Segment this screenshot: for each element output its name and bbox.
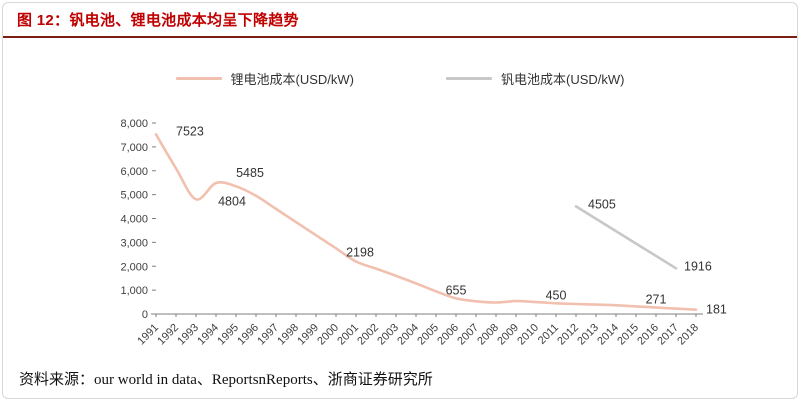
x-tick-label: 1992 xyxy=(155,322,181,348)
x-tick-label: 1999 xyxy=(295,322,321,348)
y-tick-label: 0 xyxy=(142,309,148,321)
x-tick-label: 1991 xyxy=(135,322,161,348)
data-label: 450 xyxy=(546,288,567,302)
x-tick-label: 2011 xyxy=(536,322,561,347)
x-tick-label: 2015 xyxy=(615,322,641,348)
x-tick-label: 2005 xyxy=(415,322,441,348)
legend-item-vanadium: 钒电池成本(USD/kW) xyxy=(446,69,625,88)
chart-legend: 锂电池成本(USD/kW) 钒电池成本(USD/kW) xyxy=(3,69,797,88)
figure-header: 图 12：钒电池、锂电池成本均呈下降趋势 xyxy=(3,3,797,38)
x-tick-label: 1995 xyxy=(215,322,241,348)
data-label: 181 xyxy=(706,303,727,317)
data-label: 5485 xyxy=(236,166,264,180)
y-tick-label: 3,000 xyxy=(120,237,148,249)
x-tick-label: 1993 xyxy=(175,322,201,348)
cost-trend-svg: 1991199219931994199519961997199819992000… xyxy=(120,118,727,348)
data-label: 7523 xyxy=(176,124,204,138)
x-tick-label: 2012 xyxy=(555,322,581,348)
data-label: 4804 xyxy=(218,194,246,208)
series-line-1 xyxy=(574,205,678,270)
vanadium-line-swatch xyxy=(446,77,492,80)
y-tick-label: 6,000 xyxy=(120,166,148,178)
x-tick-label: 1997 xyxy=(255,322,281,348)
x-tick-label: 1996 xyxy=(235,322,261,348)
lithium-line-swatch xyxy=(175,77,222,80)
x-tick-label: 2016 xyxy=(635,322,661,348)
data-label: 271 xyxy=(646,293,667,307)
y-tick-label: 8,000 xyxy=(120,118,148,130)
data-label: 1916 xyxy=(684,259,712,273)
x-tick-label: 2002 xyxy=(355,322,381,348)
figure-title: 图 12：钒电池、锂电池成本均呈下降趋势 xyxy=(17,12,299,29)
x-tick-label: 2001 xyxy=(335,322,361,348)
data-label: 655 xyxy=(446,283,467,297)
x-tick-label: 2018 xyxy=(675,322,701,348)
x-tick-label: 2013 xyxy=(575,322,601,348)
legend-item-lithium: 锂电池成本(USD/kW) xyxy=(175,69,355,88)
data-label: 2198 xyxy=(346,246,374,260)
cost-trend-chart: 1991 1992 1993 1994 1995 1996 1997 1998 1999 2000… xyxy=(3,96,797,376)
x-tick-label: 2004 xyxy=(395,322,421,348)
x-tick-label: 1998 xyxy=(275,322,301,348)
x-tick-label: 2014 xyxy=(595,322,621,348)
x-tick-label: 1994 xyxy=(195,322,221,348)
x-tick-label: 2003 xyxy=(375,322,401,348)
y-tick-label: 7,000 xyxy=(120,142,148,154)
x-tick-label: 2000 xyxy=(315,322,341,348)
legend-label-lithium: 锂电池成本(USD/kW) xyxy=(230,72,355,87)
legend-label-vanadium: 钒电池成本(USD/kW) xyxy=(501,72,625,87)
x-tick-label: 2007 xyxy=(455,322,481,348)
data-label: 4505 xyxy=(588,197,616,211)
y-tick-label: 5,000 xyxy=(120,190,148,202)
y-tick-label: 4,000 xyxy=(120,214,148,226)
x-tick-label: 2010 xyxy=(515,322,541,348)
y-tick-label: 1,000 xyxy=(120,285,148,297)
x-tick-label: 2009 xyxy=(495,322,521,348)
x-tick-label: 2006 xyxy=(435,322,461,348)
x-tick-label: 2008 xyxy=(475,322,501,348)
x-tick-label: 2017 xyxy=(655,322,681,348)
series-line-0 xyxy=(154,133,698,311)
source-note: 资料来源：our world in data、ReportsnReports、浙… xyxy=(19,372,433,388)
y-tick-label: 2,000 xyxy=(120,261,148,273)
